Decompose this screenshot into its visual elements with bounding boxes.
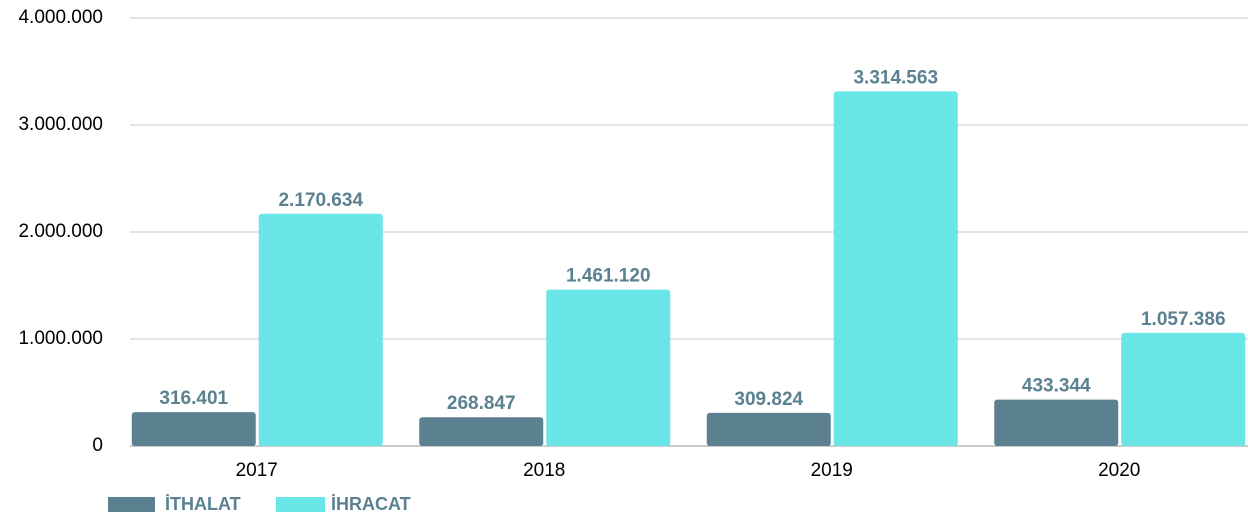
legend-label: İHRACAT: [331, 494, 411, 514]
value-label: 316.401: [159, 388, 228, 409]
x-tick-label: 2019: [811, 460, 853, 481]
bar: [131, 412, 256, 446]
bar: [258, 213, 383, 446]
y-tick-label: 4.000.000: [18, 7, 103, 28]
bar: [1121, 332, 1246, 446]
bar: [419, 417, 544, 446]
x-tick-label: 2018: [523, 460, 565, 481]
value-label: 1.057.386: [1141, 309, 1226, 330]
legend-swatch: [108, 497, 155, 512]
bar: [994, 399, 1119, 446]
bar: [706, 412, 831, 446]
legend-label: İTHALAT: [165, 494, 241, 514]
x-tick-label: 2020: [1098, 460, 1140, 481]
y-tick-label: 2.000.000: [18, 221, 103, 242]
value-label: 2.170.634: [278, 190, 363, 211]
value-label: 309.824: [734, 389, 803, 410]
y-tick-label: 3.000.000: [18, 114, 103, 135]
legend-swatch: [276, 497, 325, 512]
value-label: 433.344: [1022, 376, 1091, 397]
value-label: 268.847: [447, 393, 516, 414]
y-tick-label: 1.000.000: [18, 328, 103, 349]
bar: [833, 91, 958, 446]
value-label: 1.461.120: [566, 266, 651, 287]
y-tick-label: 0: [92, 435, 103, 456]
bar: [546, 289, 671, 446]
value-label: 3.314.563: [853, 67, 938, 88]
x-tick-label: 2017: [236, 460, 278, 481]
